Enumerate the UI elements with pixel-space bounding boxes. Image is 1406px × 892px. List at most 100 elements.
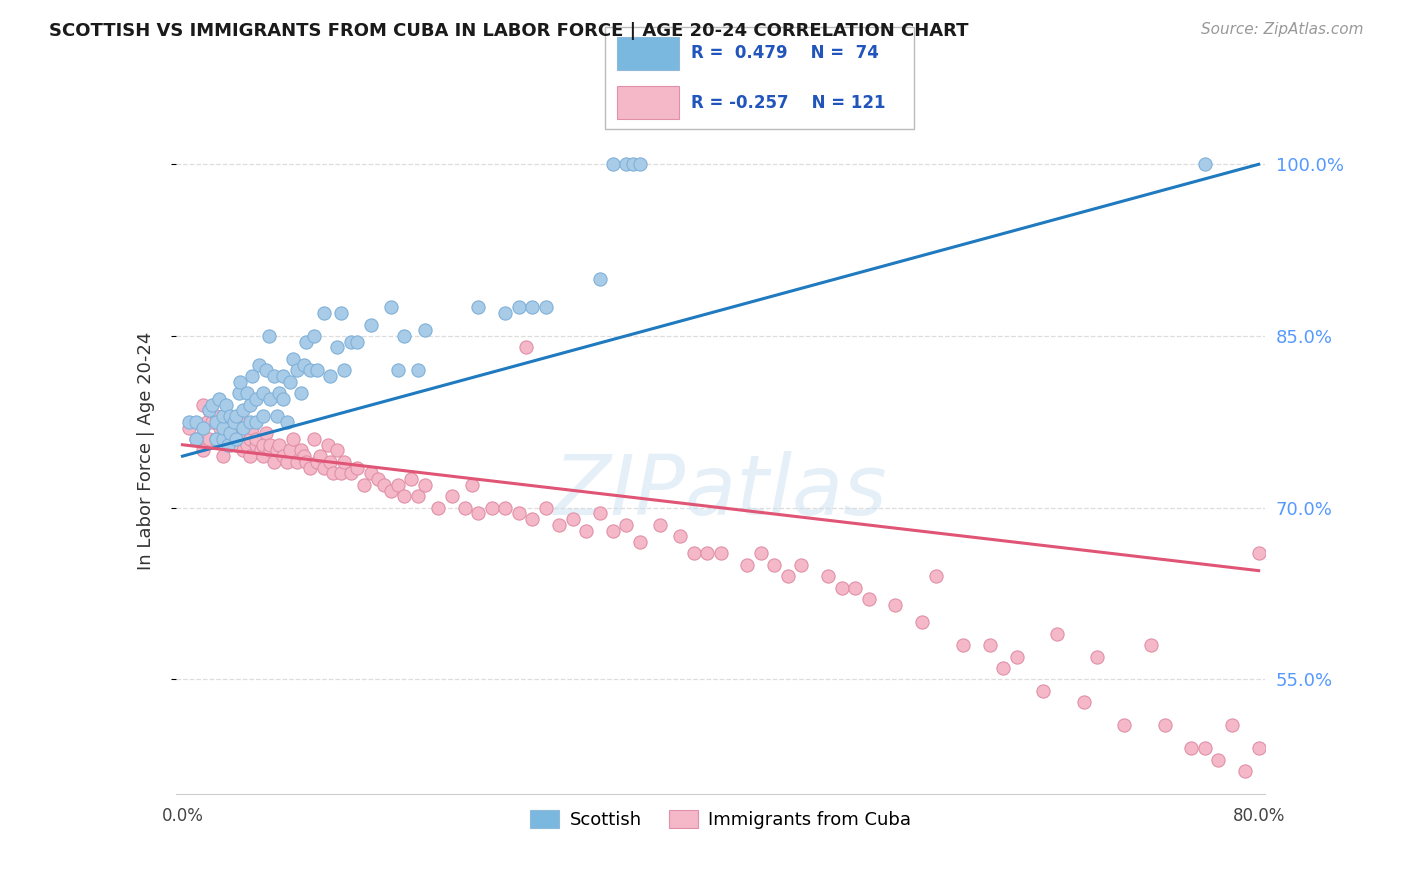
Point xyxy=(292,358,315,372)
Point xyxy=(844,581,866,595)
Point xyxy=(299,460,322,475)
Point xyxy=(278,443,301,458)
Point xyxy=(308,449,330,463)
Point xyxy=(239,398,262,412)
Point xyxy=(290,443,312,458)
Bar xyxy=(617,87,679,119)
Point xyxy=(208,392,231,406)
Point xyxy=(304,329,326,343)
Point xyxy=(669,529,692,543)
Point xyxy=(1247,741,1270,756)
Point xyxy=(273,392,295,406)
Point xyxy=(222,415,245,429)
Point xyxy=(346,334,368,349)
Text: R = -0.257    N = 121: R = -0.257 N = 121 xyxy=(692,94,886,112)
Point xyxy=(858,592,880,607)
Point xyxy=(406,489,429,503)
Point xyxy=(790,558,813,572)
Point xyxy=(575,524,598,538)
Point xyxy=(259,392,281,406)
Point xyxy=(239,415,262,429)
Point xyxy=(290,386,312,401)
Point xyxy=(1032,683,1054,698)
Point xyxy=(232,420,254,434)
Point xyxy=(211,420,233,434)
Point xyxy=(229,375,252,389)
Point xyxy=(179,420,201,434)
Point xyxy=(333,455,356,469)
Point xyxy=(648,517,671,532)
Point xyxy=(239,432,262,446)
Point xyxy=(427,500,450,515)
Point xyxy=(232,432,254,446)
Point xyxy=(494,500,516,515)
Point xyxy=(257,329,280,343)
Point xyxy=(273,369,295,384)
Point xyxy=(831,581,853,595)
Point xyxy=(380,301,402,315)
Point xyxy=(252,449,274,463)
Point xyxy=(494,306,516,320)
Point xyxy=(245,415,267,429)
Point xyxy=(205,432,228,446)
Point xyxy=(322,467,344,481)
Point xyxy=(236,386,259,401)
Point xyxy=(242,420,264,434)
Point xyxy=(198,403,221,417)
Point xyxy=(201,415,224,429)
Point xyxy=(232,403,254,417)
Point xyxy=(285,363,308,377)
Point xyxy=(911,615,934,630)
Point xyxy=(326,340,349,354)
Point xyxy=(588,271,610,285)
Point xyxy=(467,507,489,521)
Point xyxy=(211,449,233,463)
Point xyxy=(305,363,328,377)
Point xyxy=(522,301,544,315)
Point xyxy=(1140,638,1163,652)
Point xyxy=(333,363,356,377)
Point xyxy=(616,517,638,532)
Point xyxy=(245,438,267,452)
Point xyxy=(191,398,214,412)
Point xyxy=(776,569,799,583)
Point xyxy=(242,369,264,384)
Point xyxy=(218,409,240,423)
Point xyxy=(1234,764,1257,778)
Point xyxy=(413,323,436,337)
Point xyxy=(252,409,274,423)
Point xyxy=(211,415,233,429)
Point xyxy=(278,375,301,389)
Point xyxy=(263,455,285,469)
Point xyxy=(394,489,416,503)
Point xyxy=(254,426,277,441)
Point xyxy=(380,483,402,498)
Point xyxy=(259,438,281,452)
Point xyxy=(198,432,221,446)
Point xyxy=(266,409,288,423)
Point xyxy=(214,398,236,412)
Point xyxy=(295,455,318,469)
Point xyxy=(211,432,233,446)
Y-axis label: In Labor Force | Age 20-24: In Labor Force | Age 20-24 xyxy=(136,331,155,570)
Point xyxy=(588,507,610,521)
Point xyxy=(273,449,295,463)
Point xyxy=(326,443,349,458)
Point xyxy=(1085,649,1108,664)
Point xyxy=(367,472,389,486)
Point xyxy=(1194,741,1216,756)
Point xyxy=(184,432,207,446)
Bar xyxy=(617,37,679,70)
Point xyxy=(299,363,322,377)
Point xyxy=(319,369,342,384)
Text: Source: ZipAtlas.com: Source: ZipAtlas.com xyxy=(1201,22,1364,37)
Point xyxy=(508,301,530,315)
Point xyxy=(884,598,907,612)
Point xyxy=(616,157,638,171)
Point xyxy=(925,569,948,583)
Point xyxy=(312,306,335,320)
Point xyxy=(1220,718,1243,732)
Point xyxy=(266,443,288,458)
Point xyxy=(292,449,315,463)
Point xyxy=(602,157,624,171)
